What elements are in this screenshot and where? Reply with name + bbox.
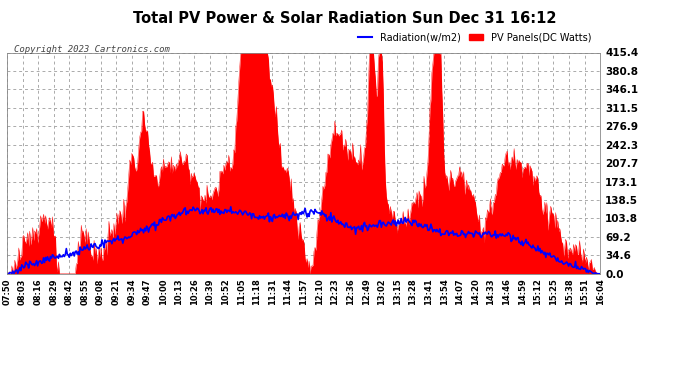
Text: Copyright 2023 Cartronics.com: Copyright 2023 Cartronics.com (14, 45, 170, 54)
Legend: Radiation(w/m2), PV Panels(DC Watts): Radiation(w/m2), PV Panels(DC Watts) (354, 28, 595, 46)
Text: Total PV Power & Solar Radiation Sun Dec 31 16:12: Total PV Power & Solar Radiation Sun Dec… (133, 11, 557, 26)
